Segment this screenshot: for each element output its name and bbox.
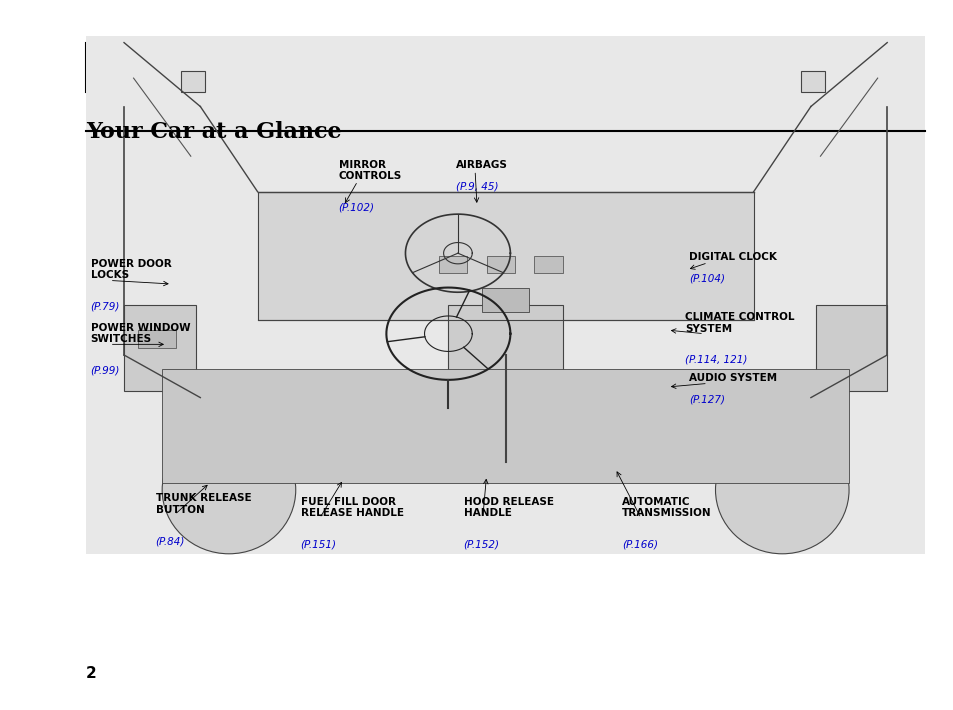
Text: (P.79): (P.79) (91, 302, 120, 312)
Text: POWER DOOR
LOCKS: POWER DOOR LOCKS (91, 259, 172, 280)
Text: TRUNK RELEASE
BUTTON: TRUNK RELEASE BUTTON (155, 493, 251, 515)
Text: (P.99): (P.99) (91, 366, 120, 376)
Text: (P.9, 45): (P.9, 45) (456, 181, 498, 191)
Bar (448, 305, 562, 447)
Bar (486, 256, 515, 273)
Ellipse shape (715, 426, 848, 554)
Text: Your Car at a Glance: Your Car at a Glance (86, 121, 341, 143)
Bar (481, 288, 529, 312)
Bar (801, 71, 824, 92)
Text: (P.102): (P.102) (338, 202, 375, 212)
Text: (P.114, 121): (P.114, 121) (684, 355, 746, 365)
Bar (438, 256, 467, 273)
Ellipse shape (162, 426, 295, 554)
Text: POWER WINDOW
SWITCHES: POWER WINDOW SWITCHES (91, 323, 190, 344)
Bar (181, 71, 205, 92)
Text: (P.166): (P.166) (621, 540, 658, 550)
Bar (124, 305, 195, 391)
Bar (86, 36, 924, 554)
Text: MIRROR
CONTROLS: MIRROR CONTROLS (338, 160, 401, 181)
Text: 2: 2 (86, 666, 96, 681)
Text: (P.151): (P.151) (300, 540, 336, 550)
Text: HOOD RELEASE
HANDLE: HOOD RELEASE HANDLE (463, 497, 553, 518)
Text: (P.104): (P.104) (688, 273, 724, 283)
Text: AIRBAGS: AIRBAGS (456, 160, 507, 170)
Bar (138, 330, 176, 348)
Bar (162, 369, 848, 483)
Text: DIGITAL CLOCK: DIGITAL CLOCK (688, 252, 776, 262)
Text: FUEL FILL DOOR
RELEASE HANDLE: FUEL FILL DOOR RELEASE HANDLE (300, 497, 403, 518)
Bar (86, 43, 200, 92)
Text: (P.152): (P.152) (463, 540, 499, 550)
Bar (534, 256, 562, 273)
Text: AUDIO SYSTEM: AUDIO SYSTEM (688, 373, 776, 383)
Text: (P.84): (P.84) (155, 536, 185, 546)
Text: AUTOMATIC
TRANSMISSION: AUTOMATIC TRANSMISSION (621, 497, 711, 518)
Bar (257, 192, 753, 320)
Text: CLIMATE CONTROL
SYSTEM: CLIMATE CONTROL SYSTEM (684, 312, 794, 334)
Bar (815, 305, 886, 391)
Text: (P.127): (P.127) (688, 394, 724, 404)
